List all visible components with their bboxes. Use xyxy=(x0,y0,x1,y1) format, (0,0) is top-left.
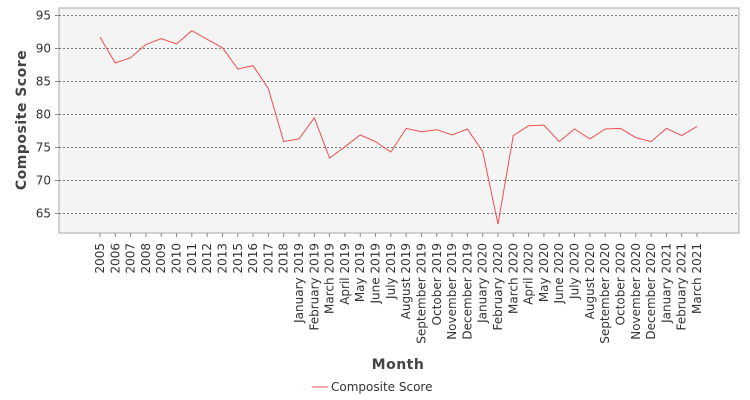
data-point xyxy=(190,29,194,33)
x-tick-label: February 2021 xyxy=(675,243,689,331)
x-tick-label: August 2020 xyxy=(583,243,597,319)
data-point xyxy=(374,140,378,144)
data-point xyxy=(297,137,301,141)
x-tick-label: February 2019 xyxy=(307,243,321,331)
data-point xyxy=(404,126,408,130)
data-point xyxy=(557,140,561,144)
y-tick-label: 90 xyxy=(36,42,51,56)
x-tick-label: February 2020 xyxy=(491,243,505,331)
data-point xyxy=(312,116,316,120)
data-point xyxy=(205,37,209,41)
data-point xyxy=(419,130,423,134)
x-tick-label: March 2021 xyxy=(690,243,704,314)
data-point xyxy=(664,126,668,130)
x-tick-label: 2010 xyxy=(170,243,184,274)
data-point xyxy=(618,126,622,130)
y-axis-title: Composite Score xyxy=(14,50,30,190)
x-tick-label: 2008 xyxy=(139,243,153,274)
x-tick-label: 2017 xyxy=(261,243,275,274)
x-tick-label: April 2019 xyxy=(338,243,352,305)
y-tick-label: 80 xyxy=(36,108,51,122)
data-point xyxy=(465,127,469,131)
y-tick-label: 95 xyxy=(36,9,51,23)
x-tick-label: January 2021 xyxy=(659,243,673,324)
x-tick-label: September 2019 xyxy=(414,243,428,344)
data-point xyxy=(634,136,638,140)
x-tick-label: November 2020 xyxy=(629,243,643,340)
x-tick-label: March 2019 xyxy=(323,243,337,314)
x-tick-label: January 2020 xyxy=(476,243,490,324)
data-point xyxy=(588,137,592,141)
x-tick-label: July 2019 xyxy=(384,243,398,300)
x-tick-label: March 2020 xyxy=(506,243,520,314)
data-point xyxy=(389,150,393,154)
x-axis-title: Month xyxy=(372,357,425,373)
data-point xyxy=(435,128,439,132)
data-point xyxy=(496,222,500,226)
data-point xyxy=(113,61,117,65)
data-point xyxy=(603,127,607,131)
data-point xyxy=(343,145,347,149)
x-tick-label: 2016 xyxy=(246,243,260,274)
x-tick-label: April 2020 xyxy=(522,243,536,305)
data-point xyxy=(144,43,148,47)
x-tick-label: July 2020 xyxy=(568,243,582,300)
data-point xyxy=(511,134,515,138)
x-tick-label: 2005 xyxy=(93,243,107,274)
x-axis-ticks: 2005 2006 2007 2008 2009 2010 2011 2012 2013 2015… xyxy=(93,233,704,344)
x-tick-label: January 2019 xyxy=(292,243,306,324)
legend: Composite Score xyxy=(312,380,432,394)
legend-label-composite-score: Composite Score xyxy=(331,380,432,394)
data-point xyxy=(282,140,286,144)
x-tick-label: 2009 xyxy=(154,243,168,274)
x-tick-label: May 2020 xyxy=(537,243,551,302)
x-tick-label: December 2020 xyxy=(644,243,658,340)
data-point xyxy=(481,149,485,153)
data-point xyxy=(695,124,699,128)
x-tick-label: October 2020 xyxy=(613,243,627,325)
data-point xyxy=(450,133,454,137)
x-tick-label: May 2019 xyxy=(353,243,367,302)
data-point xyxy=(649,140,653,144)
data-point xyxy=(159,37,163,41)
x-tick-label: 2011 xyxy=(185,243,199,274)
data-point xyxy=(220,46,224,50)
x-tick-label: 2012 xyxy=(200,243,214,274)
data-point xyxy=(266,87,270,91)
x-tick-label: August 2019 xyxy=(399,243,413,319)
x-tick-label: June 2020 xyxy=(552,243,566,305)
x-tick-label: October 2019 xyxy=(430,243,444,325)
data-point xyxy=(175,42,179,46)
x-tick-label: 2006 xyxy=(108,243,122,274)
x-tick-label: September 2020 xyxy=(598,243,612,344)
x-tick-label: 2013 xyxy=(215,243,229,274)
y-tick-label: 75 xyxy=(36,141,51,155)
data-point xyxy=(680,134,684,138)
x-tick-label: 2015 xyxy=(231,243,245,274)
data-point xyxy=(542,123,546,127)
data-point xyxy=(328,156,332,160)
data-point xyxy=(358,133,362,137)
y-tick-label: 70 xyxy=(36,174,51,188)
x-tick-label: June 2019 xyxy=(369,243,383,305)
series-layer xyxy=(98,29,699,226)
data-point xyxy=(98,35,102,39)
y-tick-label: 65 xyxy=(36,207,51,221)
data-point xyxy=(251,64,255,68)
x-tick-label: 2018 xyxy=(277,243,291,274)
x-tick-label: 2007 xyxy=(124,243,138,274)
y-axis-ticks: 65 70 75 80 85 90 95 xyxy=(36,9,59,221)
data-point xyxy=(573,127,577,131)
y-tick-label: 85 xyxy=(36,75,51,89)
plot-area xyxy=(58,7,740,234)
x-tick-label: December 2019 xyxy=(460,243,474,340)
x-tick-label: November 2019 xyxy=(445,243,459,340)
data-point xyxy=(129,56,133,60)
data-point xyxy=(527,124,531,128)
data-point xyxy=(236,67,240,71)
gridlines xyxy=(59,15,739,214)
series-line-composite-score xyxy=(99,30,698,225)
